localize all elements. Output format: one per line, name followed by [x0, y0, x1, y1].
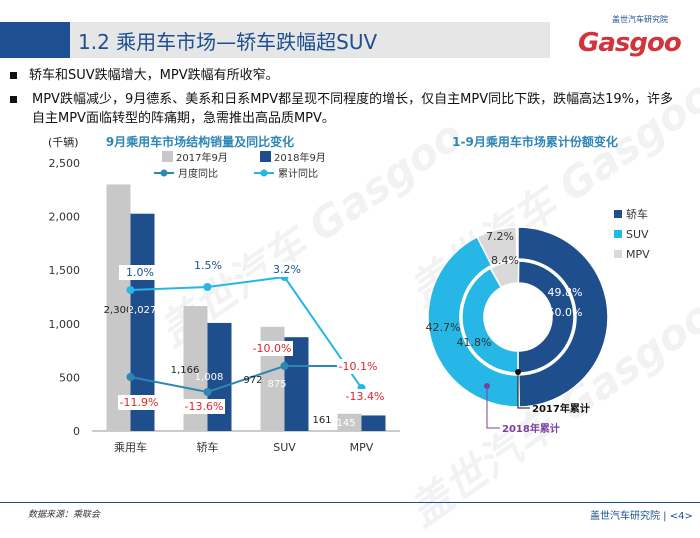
donut-2017-slice-0 — [517, 260, 575, 374]
legend-label: 2018年9月 — [274, 151, 326, 164]
bar-2018-MPV — [361, 415, 386, 431]
bar-2018-乘用车 — [130, 213, 155, 431]
data-source: 数据来源：乘联会 — [28, 510, 101, 520]
monthly-yoy-line — [130, 365, 362, 394]
header-bar — [0, 22, 550, 58]
donut-2017-value-label: 50.0% — [548, 306, 583, 319]
donut-2018-slice-0 — [517, 226, 609, 408]
bullet-square-icon — [10, 72, 17, 79]
charts-canvas: 9月乘用车市场结构销量及同比变化 (千辆) 0 500 1,000 1,500 2,000 2… — [48, 134, 650, 454]
line-label-bg — [119, 265, 161, 280]
bar-2018-value-label: 2,027 — [128, 305, 157, 316]
annotation-2018-label: 2018年累计 — [502, 422, 560, 435]
line-label-bg — [266, 262, 308, 277]
bar-2017-value-label: 2,300 — [104, 305, 133, 316]
donut-legend-swatch — [614, 230, 622, 238]
legend-label: 2017年9月 — [176, 151, 228, 164]
legend-swatch — [162, 151, 173, 162]
donut-chart-title: 1-9月乘用车市场累计份额变化 — [452, 134, 618, 149]
y-tick-label: 2,000 — [49, 211, 81, 224]
donut-2017-slice-2 — [489, 260, 520, 289]
bullet-1-text: 轿车和SUV跌幅增大，MPV跌幅有所收窄。 — [29, 68, 279, 83]
bar-chart-y-unit: (千辆) — [48, 135, 79, 149]
x-tick-label: 乘用车 — [114, 440, 147, 454]
footer-divider — [0, 502, 700, 503]
monthly-yoy-point — [126, 373, 135, 381]
cumulative-yoy-value-label: 1.0% — [126, 266, 154, 279]
bullet-2: MPV跌幅减少，9月德系、美系和日系MPV都呈现不同程度的增长，仅自主MPV同比… — [10, 90, 680, 128]
bar-2018-value-label: 145 — [336, 418, 355, 429]
cumulative-yoy-value-label: 3.2% — [273, 263, 301, 276]
line-label-bg — [187, 258, 229, 273]
y-tick-label: 1,500 — [49, 264, 81, 277]
line-label-bg — [118, 395, 160, 410]
donut-legend-label: MPV — [626, 248, 650, 261]
bar-2017-乘用车 — [106, 184, 131, 431]
legend-swatch — [260, 151, 271, 162]
legend-label: 月度同比 — [178, 167, 218, 180]
logo: Gasgoo — [578, 28, 682, 58]
x-tick-label: 轿车 — [197, 440, 219, 454]
bullet-square-icon — [10, 96, 17, 103]
footer-page-label: 盖世汽车研究院 | <4> — [590, 511, 693, 522]
y-tick-label: 0 — [73, 425, 80, 438]
legend-marker — [260, 169, 268, 177]
bullet-1: 轿车和SUV跌幅增大，MPV跌幅有所收窄。 — [10, 66, 279, 85]
cumulative-yoy-point — [126, 286, 135, 294]
monthly-yoy-point — [203, 388, 212, 396]
page-title: 1.2 乘用车市场—轿车跌幅超SUV — [78, 30, 378, 54]
annotation-line-2018 — [486, 386, 500, 429]
bar-2017-value-label: 1,166 — [171, 365, 200, 376]
monthly-yoy-value-label: -10.0% — [253, 342, 292, 355]
y-tick-label: 1,000 — [49, 318, 81, 331]
donut-2017-value-label: 41.8% — [457, 336, 492, 349]
y-tick-label: 2,500 — [49, 157, 81, 170]
x-tick-label: MPV — [350, 441, 374, 454]
bar-chart-title: 9月乘用车市场结构销量及同比变化 — [106, 134, 294, 149]
donut-2018-slice-1 — [427, 235, 520, 408]
cumulative-yoy-point — [203, 283, 212, 291]
donut-legend-label: SUV — [626, 228, 649, 241]
line-label-bg — [344, 389, 386, 404]
logo-cn-text: 盖世汽车研究院 — [612, 15, 668, 24]
legend-label: 累计同比 — [278, 167, 318, 180]
bar-2017-MPV — [337, 413, 362, 431]
cumulative-yoy-value-label: -13.4% — [346, 390, 385, 403]
bar-2018-value-label: 1,008 — [195, 372, 224, 383]
donut-2018-value-label: 7.2% — [486, 230, 514, 243]
x-tick-label: SUV — [273, 441, 296, 454]
donut-2018-value-label: 42.7% — [426, 321, 461, 334]
donut-2018-slice-2 — [476, 226, 518, 267]
cumulative-yoy-line — [130, 275, 363, 389]
line-label-bg — [337, 359, 379, 374]
cumulative-yoy-value-label: 1.5% — [194, 259, 222, 272]
monthly-yoy-value-label: -10.1% — [339, 360, 378, 373]
header: 1.2 乘用车市场—轿车跌幅超SUV 盖世汽车研究院 Gasgoo — [0, 0, 700, 62]
header-accent — [0, 22, 70, 58]
donut-legend-swatch — [614, 250, 622, 258]
y-tick-label: 500 — [59, 371, 80, 384]
monthly-yoy-value-label: -13.6% — [185, 400, 224, 413]
donut-2017-slice-1 — [461, 267, 519, 374]
donut-legend-label: 轿车 — [626, 207, 648, 221]
annotation-2017-label: 2017年累计 — [532, 402, 590, 415]
donut-2018-value-label: 49.8% — [548, 286, 583, 299]
legend-marker — [160, 169, 168, 177]
bar-2017-value-label: 972 — [243, 375, 262, 386]
donut-2017-value-label: 8.4% — [491, 254, 519, 267]
bullet-2-text: MPV跌幅减少，9月德系、美系和日系MPV都呈现不同程度的增长，仅自主MPV同比… — [32, 92, 674, 126]
bar-2017-value-label: 161 — [312, 415, 331, 426]
bar-2018-value-label: 875 — [267, 379, 286, 390]
line-label-bg — [251, 341, 293, 356]
line-label-bg — [183, 399, 225, 414]
monthly-yoy-value-label: -11.9% — [120, 396, 159, 409]
monthly-yoy-point — [280, 362, 289, 370]
donut-legend-swatch — [614, 210, 622, 218]
annotation-line-2017 — [517, 372, 530, 409]
